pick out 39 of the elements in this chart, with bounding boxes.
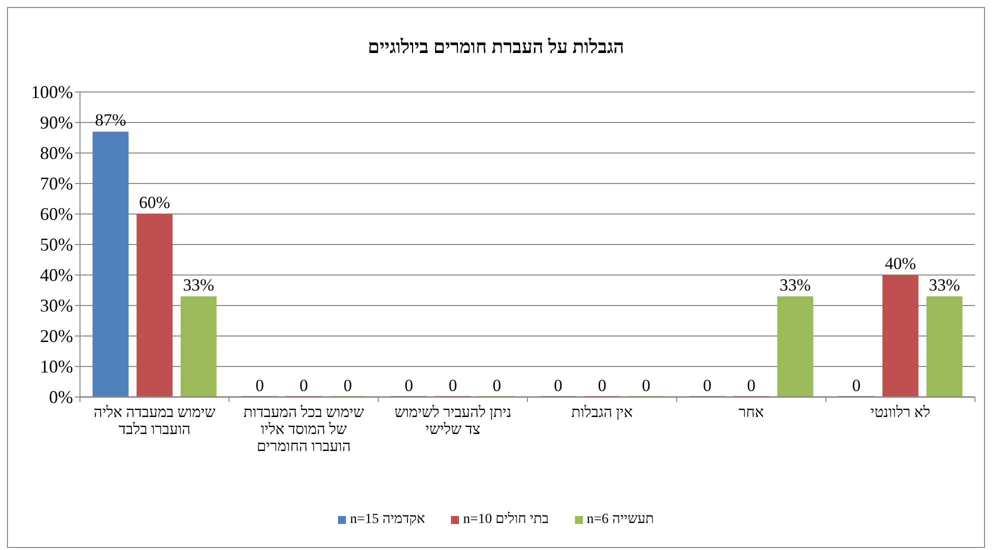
y-tick-label: 40% [40, 265, 73, 285]
legend-label: אקדמיה n=15 [350, 512, 426, 528]
data-label: 60% [138, 193, 170, 212]
y-tick-label: 60% [40, 204, 73, 224]
data-label: 0 [404, 376, 414, 395]
data-label: 0 [598, 376, 606, 395]
data-label: 33% [182, 275, 214, 294]
y-tick-label: 30% [40, 296, 73, 316]
y-tick-label: 100% [31, 82, 73, 102]
data-label: 0 [448, 376, 458, 395]
data-label: 33% [928, 275, 960, 294]
y-tick-label: 80% [40, 143, 73, 163]
x-tick-label: שימוש בכל המעבדות של המוסד אליו הועברו החומרים [242, 405, 365, 456]
data-label: 87% [94, 110, 126, 130]
y-tick-label: 10% [40, 356, 73, 376]
data-label: 0 [554, 376, 562, 395]
x-tick-label: לא רלוונטי [870, 405, 932, 422]
y-tick-label: 90% [40, 112, 73, 132]
x-tick-label: אין הגבלות [570, 405, 634, 422]
data-label: 0 [344, 376, 352, 395]
legend-label: בתי חולים n=10 [463, 512, 549, 528]
y-tick-label: 50% [40, 234, 73, 254]
data-label: 0 [492, 376, 502, 395]
y-tick-label: 0% [49, 387, 73, 407]
y-tick-label: 70% [40, 174, 73, 194]
data-label: 0 [642, 376, 650, 395]
data-label: 0 [256, 376, 264, 395]
data-label: 0 [703, 376, 712, 395]
data-label: 0 [852, 376, 861, 395]
data-label: 0 [747, 376, 756, 395]
x-tick-label: אחר [738, 405, 765, 422]
chart-title: הגבלות על העברת חומרים ביולוגיים [368, 37, 624, 58]
data-label: 33% [780, 275, 811, 294]
x-tick-label: שימוש במעבדה אליה הועברו בלבד [92, 405, 216, 439]
legend-label: תעשייה n=6 [586, 512, 654, 528]
data-label: 0 [300, 376, 308, 395]
x-tick-label: ניתן להעביר לשימוש צד שלישי [393, 405, 512, 439]
data-label: 40% [884, 254, 916, 273]
y-tick-label: 20% [40, 326, 73, 346]
